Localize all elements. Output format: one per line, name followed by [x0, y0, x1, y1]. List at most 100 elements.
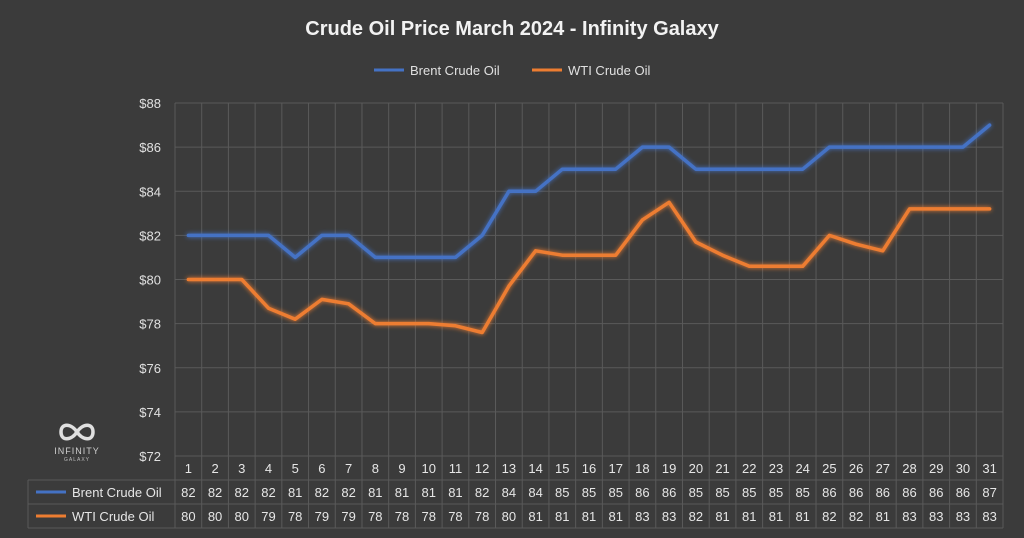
- y-axis-ticks: $72 $74 $76 $78 $80 $82 $84 $86 $88: [139, 96, 161, 464]
- data-label: 82: [341, 485, 355, 500]
- data-label: 85: [795, 485, 809, 500]
- data-point: [961, 145, 965, 149]
- data-point: [774, 264, 778, 268]
- data-point: [293, 317, 297, 321]
- logo-subtext: GALAXY: [64, 457, 90, 463]
- x-tick-label: 28: [902, 461, 916, 476]
- x-tick-label: 30: [956, 461, 970, 476]
- data-label: 81: [528, 509, 542, 524]
- logo-text: INFINITY: [54, 446, 100, 456]
- data-label: 86: [929, 485, 943, 500]
- x-tick-label: 17: [608, 461, 622, 476]
- data-point: [534, 249, 538, 253]
- legend-label-wti: WTI Crude Oil: [568, 63, 650, 78]
- data-point: [934, 145, 938, 149]
- data-point: [427, 322, 431, 326]
- x-tick-label: 4: [265, 461, 272, 476]
- data-point: [667, 145, 671, 149]
- x-tick-label: 24: [795, 461, 809, 476]
- y-tick-label: $86: [139, 140, 161, 155]
- data-point: [854, 145, 858, 149]
- data-point: [747, 264, 751, 268]
- data-point: [721, 167, 725, 171]
- data-label: 83: [662, 509, 676, 524]
- x-tick-label: 15: [555, 461, 569, 476]
- data-point: [400, 255, 404, 259]
- data-label: 80: [502, 509, 516, 524]
- data-label: 82: [849, 509, 863, 524]
- data-table: 1 2 3 4 5 6 7 8 9 10 11 12 13 14 15 16 17 18 19 20 21 22 23 24 2…: [27, 455, 1004, 529]
- data-label: 83: [929, 509, 943, 524]
- data-label: 81: [368, 485, 382, 500]
- data-point: [266, 233, 270, 237]
- data-label: 78: [475, 509, 489, 524]
- data-point: [667, 200, 671, 204]
- data-label: 78: [368, 509, 382, 524]
- data-label: 85: [769, 485, 783, 500]
- data-point: [721, 253, 725, 257]
- data-point: [827, 145, 831, 149]
- data-label: 85: [582, 485, 596, 500]
- x-tick-label: 12: [475, 461, 489, 476]
- data-label: 82: [261, 485, 275, 500]
- data-label: 82: [689, 509, 703, 524]
- data-label: 78: [395, 509, 409, 524]
- data-point: [774, 167, 778, 171]
- data-label: 81: [876, 509, 890, 524]
- data-label: 83: [982, 509, 996, 524]
- data-label: 79: [341, 509, 355, 524]
- data-label: 83: [635, 509, 649, 524]
- data-label: 81: [608, 509, 622, 524]
- data-label: 86: [902, 485, 916, 500]
- data-label: 81: [742, 509, 756, 524]
- data-point: [534, 189, 538, 193]
- data-label: 86: [822, 485, 836, 500]
- y-tick-label: $84: [139, 184, 161, 199]
- x-tick-label: 9: [398, 461, 405, 476]
- data-point: [908, 145, 912, 149]
- data-point: [614, 167, 618, 171]
- data-point: [480, 233, 484, 237]
- data-label: 84: [528, 485, 542, 500]
- data-point: [881, 145, 885, 149]
- data-point: [240, 278, 244, 281]
- data-label: 81: [288, 485, 302, 500]
- x-tick-label: 18: [635, 461, 649, 476]
- data-label: 84: [502, 485, 516, 500]
- data-label: 80: [235, 509, 249, 524]
- y-tick-label: $78: [139, 317, 161, 332]
- x-tick-label: 26: [849, 461, 863, 476]
- data-label: 78: [448, 509, 462, 524]
- x-tick-label: 23: [769, 461, 783, 476]
- data-label: 81: [555, 509, 569, 524]
- data-point: [934, 207, 938, 211]
- data-label: 81: [422, 485, 436, 500]
- chart-title: Crude Oil Price March 2024 - Infinity Ga…: [305, 18, 719, 40]
- x-tick-label: 6: [318, 461, 325, 476]
- y-tick-label: $74: [139, 405, 161, 420]
- data-point: [827, 233, 831, 237]
- x-tick-label: 19: [662, 461, 676, 476]
- series-lines: [186, 123, 992, 335]
- data-label: 83: [956, 509, 970, 524]
- y-tick-label: $76: [139, 361, 161, 376]
- data-point: [747, 167, 751, 171]
- x-tick-label: 3: [238, 461, 245, 476]
- table-row-label-brent: Brent Crude Oil: [72, 485, 162, 500]
- x-tick-label: 1: [185, 461, 192, 476]
- data-point: [908, 207, 912, 211]
- x-tick-label: 2: [211, 461, 218, 476]
- data-label: 81: [582, 509, 596, 524]
- data-label: 78: [288, 509, 302, 524]
- y-tick-label: $82: [139, 228, 161, 243]
- x-tick-label: 16: [582, 461, 596, 476]
- data-point: [961, 207, 965, 211]
- data-label: 86: [956, 485, 970, 500]
- x-tick-label: 5: [292, 461, 299, 476]
- data-point: [427, 255, 431, 259]
- data-label: 86: [662, 485, 676, 500]
- data-point: [640, 145, 644, 149]
- infinity-icon: [59, 423, 95, 441]
- data-point: [373, 255, 377, 259]
